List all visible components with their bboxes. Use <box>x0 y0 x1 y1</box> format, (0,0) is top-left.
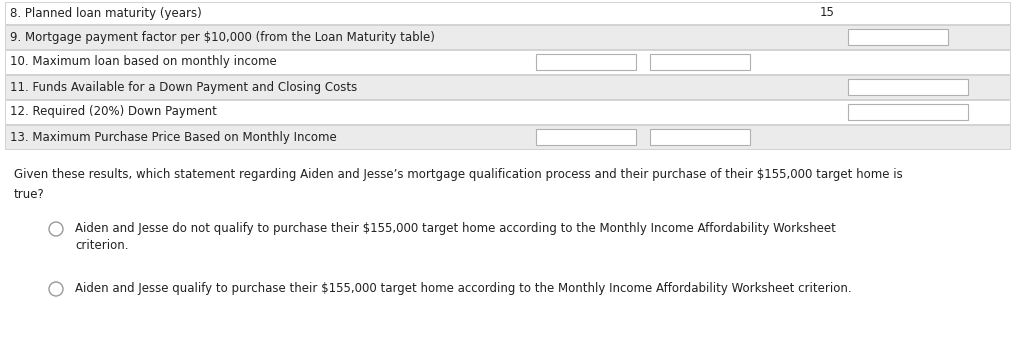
Bar <box>5 2 1010 24</box>
Bar <box>848 103 968 120</box>
Bar <box>5 75 1010 99</box>
Text: true?: true? <box>14 188 45 201</box>
Text: 13. Maximum Purchase Price Based on Monthly Income: 13. Maximum Purchase Price Based on Mont… <box>10 131 337 144</box>
Text: 12. Required (20%) Down Payment: 12. Required (20%) Down Payment <box>10 106 217 119</box>
Text: 9. Mortgage payment factor per $10,000 (from the Loan Maturity table): 9. Mortgage payment factor per $10,000 (… <box>10 31 435 44</box>
Bar <box>848 78 968 95</box>
Bar <box>848 29 948 45</box>
Text: Aiden and Jesse do not qualify to purchase their $155,000 target home according : Aiden and Jesse do not qualify to purcha… <box>75 222 836 235</box>
Text: Given these results, which statement regarding Aiden and Jesse’s mortgage qualif: Given these results, which statement reg… <box>14 168 903 181</box>
Bar <box>650 54 750 70</box>
Text: criterion.: criterion. <box>75 239 128 252</box>
Text: 8. Planned loan maturity (years): 8. Planned loan maturity (years) <box>10 6 202 19</box>
Text: Aiden and Jesse qualify to purchase their $155,000 target home according to the : Aiden and Jesse qualify to purchase thei… <box>75 282 852 295</box>
Text: 10. Maximum loan based on monthly income: 10. Maximum loan based on monthly income <box>10 56 276 69</box>
Text: 15: 15 <box>820 6 835 19</box>
Text: 11. Funds Available for a Down Payment and Closing Costs: 11. Funds Available for a Down Payment a… <box>10 81 357 94</box>
Bar <box>5 25 1010 49</box>
Bar <box>5 125 1010 149</box>
Bar <box>5 50 1010 74</box>
Bar <box>5 100 1010 124</box>
Bar <box>536 54 636 70</box>
Bar <box>650 128 750 145</box>
Bar <box>536 128 636 145</box>
